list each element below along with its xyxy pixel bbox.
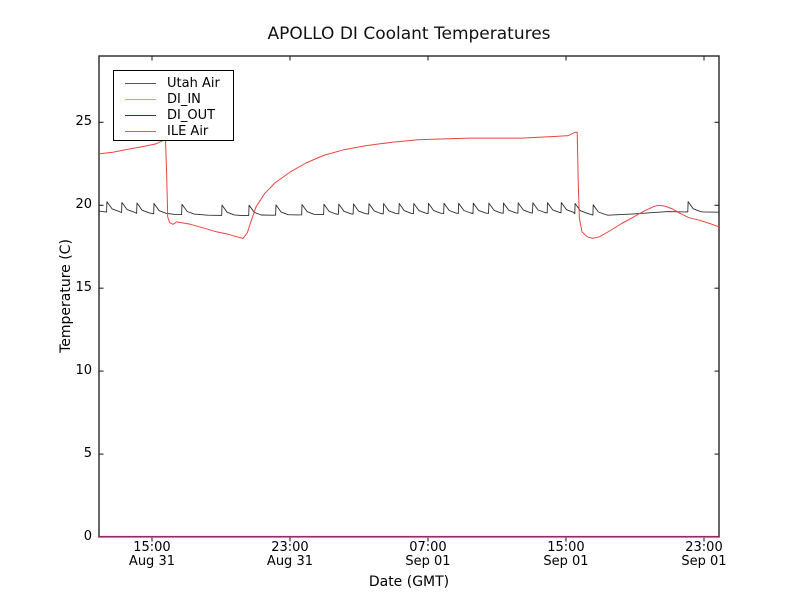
x-tick-label: 07:00 Sep 01 xyxy=(383,541,473,569)
x-tick-time: 23:00 xyxy=(685,540,723,555)
legend-label: DI_OUT xyxy=(167,107,216,123)
x-tick-date: Aug 31 xyxy=(128,554,175,569)
legend-line-sample xyxy=(125,98,156,100)
x-tick-date: Aug 31 xyxy=(266,554,313,569)
series-line-ile-air xyxy=(98,131,720,239)
y-tick-label: 5 xyxy=(83,446,92,462)
x-tick-label: 15:00 Sep 01 xyxy=(521,541,611,569)
legend-line-sample xyxy=(125,130,156,132)
legend-item-utah-air: Utah Air xyxy=(125,75,233,91)
legend-line-sample xyxy=(125,114,156,116)
y-tick-label: 15 xyxy=(75,280,92,296)
y-tick-label: 20 xyxy=(75,197,92,213)
legend: Utah Air DI_IN DI_OUT ILE Air xyxy=(113,70,234,141)
x-tick-label: 23:00 Sep 01 xyxy=(659,541,749,569)
legend-line-sample xyxy=(125,82,156,84)
legend-item-di-out: DI_OUT xyxy=(125,107,233,123)
x-tick-time: 15:00 xyxy=(133,540,171,555)
x-tick-date: Sep 01 xyxy=(543,554,589,569)
y-axis-label: Temperature (C) xyxy=(58,239,74,353)
y-tick-label: 25 xyxy=(75,114,92,130)
legend-item-ile-air: ILE Air xyxy=(125,123,233,139)
x-tick-time: 07:00 xyxy=(409,540,447,555)
series-line-utah-air xyxy=(98,201,720,217)
legend-label: DI_IN xyxy=(167,91,201,107)
legend-item-di-in: DI_IN xyxy=(125,91,233,107)
legend-label: Utah Air xyxy=(167,75,220,91)
x-tick-time: 23:00 xyxy=(271,540,309,555)
legend-label: ILE Air xyxy=(167,123,209,139)
x-tick-label: 15:00 Aug 31 xyxy=(107,541,197,569)
x-tick-date: Sep 01 xyxy=(681,554,727,569)
x-tick-date: Sep 01 xyxy=(405,554,451,569)
x-tick-label: 23:00 Aug 31 xyxy=(245,541,335,569)
chart-title: APOLLO DI Coolant Temperatures xyxy=(267,24,551,44)
y-tick-label: 10 xyxy=(75,363,92,379)
y-tick-label: 0 xyxy=(83,529,92,544)
x-axis-label: Date (GMT) xyxy=(368,574,450,590)
x-tick-time: 15:00 xyxy=(547,540,585,555)
